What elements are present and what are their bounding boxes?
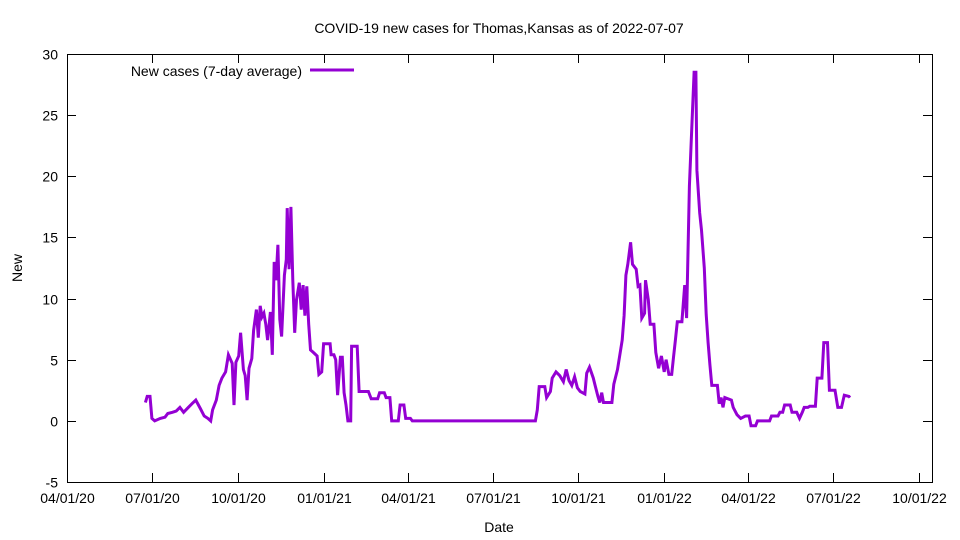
x-axis-label: Date (484, 519, 514, 535)
x-tick-label: 04/01/22 (721, 490, 776, 506)
y-tick-label: -5 (46, 475, 59, 491)
x-tick-label: 07/01/22 (806, 490, 861, 506)
x-tick-label: 01/01/21 (297, 490, 352, 506)
x-tick-label: 07/01/21 (466, 490, 521, 506)
y-tick-label: 10 (42, 292, 58, 308)
legend-label: New cases (7-day average) (131, 63, 302, 79)
x-tick-label: 10/01/20 (211, 490, 266, 506)
x-tick-label: 10/01/21 (551, 490, 606, 506)
x-tick-label: 01/01/22 (637, 490, 692, 506)
y-axis-label: New (9, 253, 25, 282)
y-tick-label: 30 (42, 47, 58, 63)
series-line (143, 70, 852, 428)
x-tick-label: 04/01/20 (40, 490, 95, 506)
x-tick-label: 04/01/21 (381, 490, 436, 506)
y-tick-label: 20 (42, 169, 58, 185)
axis-ticks: -5 0 5 10 15 20 25 30 04/01/20 07/01/20 10/01/20 01… (40, 47, 947, 507)
y-tick-label: 15 (42, 230, 58, 246)
plot-border (67, 54, 933, 483)
x-tick-label: 10/01/22 (892, 490, 947, 506)
series-group (143, 70, 852, 428)
y-tick-label: 0 (50, 414, 58, 430)
x-tick-label: 07/01/20 (125, 490, 180, 506)
chart-title: COVID-19 new cases for Thomas,Kansas as … (314, 20, 684, 36)
y-tick-label: 25 (42, 108, 58, 124)
y-tick-label: 5 (50, 353, 58, 369)
legend: New cases (7-day average) (131, 63, 354, 79)
